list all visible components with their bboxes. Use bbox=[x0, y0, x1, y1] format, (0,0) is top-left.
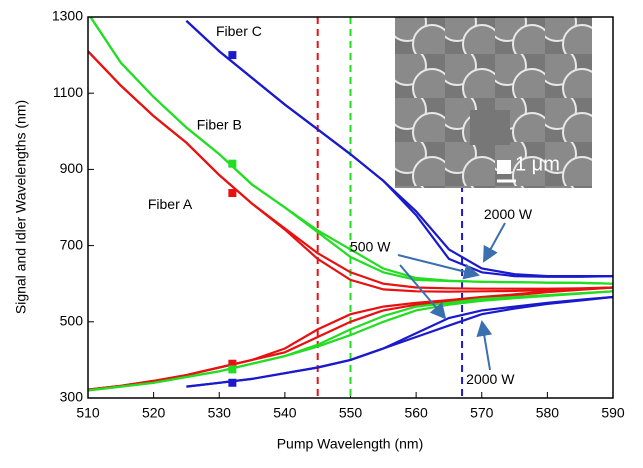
annotation: 2000 W bbox=[466, 371, 515, 387]
point bbox=[228, 379, 236, 387]
curve bbox=[88, 288, 613, 390]
annotation: Fiber B bbox=[197, 117, 242, 133]
chart: 510 520 530 540 550 560 570 580 590 300 500 700 900 1… bbox=[0, 0, 643, 463]
x-tick-label: 570 bbox=[470, 405, 494, 421]
x-tick-label: 590 bbox=[601, 405, 625, 421]
y-tick-label: 500 bbox=[60, 313, 84, 329]
curve bbox=[88, 288, 613, 390]
x-tick-label: 560 bbox=[404, 405, 428, 421]
annotation: Fiber C bbox=[216, 23, 262, 39]
y-tick-label: 1300 bbox=[52, 8, 83, 24]
annotation: 2000 W bbox=[484, 206, 533, 222]
x-tick-label: 550 bbox=[339, 405, 363, 421]
x-axis-label: Pump Wavelength (nm) bbox=[277, 436, 424, 452]
y-tick-label: 300 bbox=[60, 389, 84, 405]
y-tick-label: 700 bbox=[60, 236, 84, 252]
x-tick-label: 530 bbox=[208, 405, 232, 421]
inset-image: 1 μm bbox=[395, 17, 592, 188]
point bbox=[228, 160, 236, 168]
x-tick-label: 540 bbox=[273, 405, 297, 421]
point bbox=[228, 51, 236, 59]
x-tick-label: 510 bbox=[76, 405, 100, 421]
annotation: Fiber A bbox=[148, 196, 193, 212]
x-tick-label: 520 bbox=[142, 405, 166, 421]
y-axis-label: Signal and Idler Wavelengths (nm) bbox=[13, 100, 29, 314]
scale-label: 1 μm bbox=[515, 153, 560, 175]
y-tick-label: 1100 bbox=[53, 84, 83, 100]
point bbox=[228, 365, 236, 373]
y-tick-label: 900 bbox=[60, 160, 84, 176]
x-tick-label: 580 bbox=[536, 405, 560, 421]
point bbox=[228, 189, 236, 197]
annotation: 500 W bbox=[350, 239, 391, 255]
